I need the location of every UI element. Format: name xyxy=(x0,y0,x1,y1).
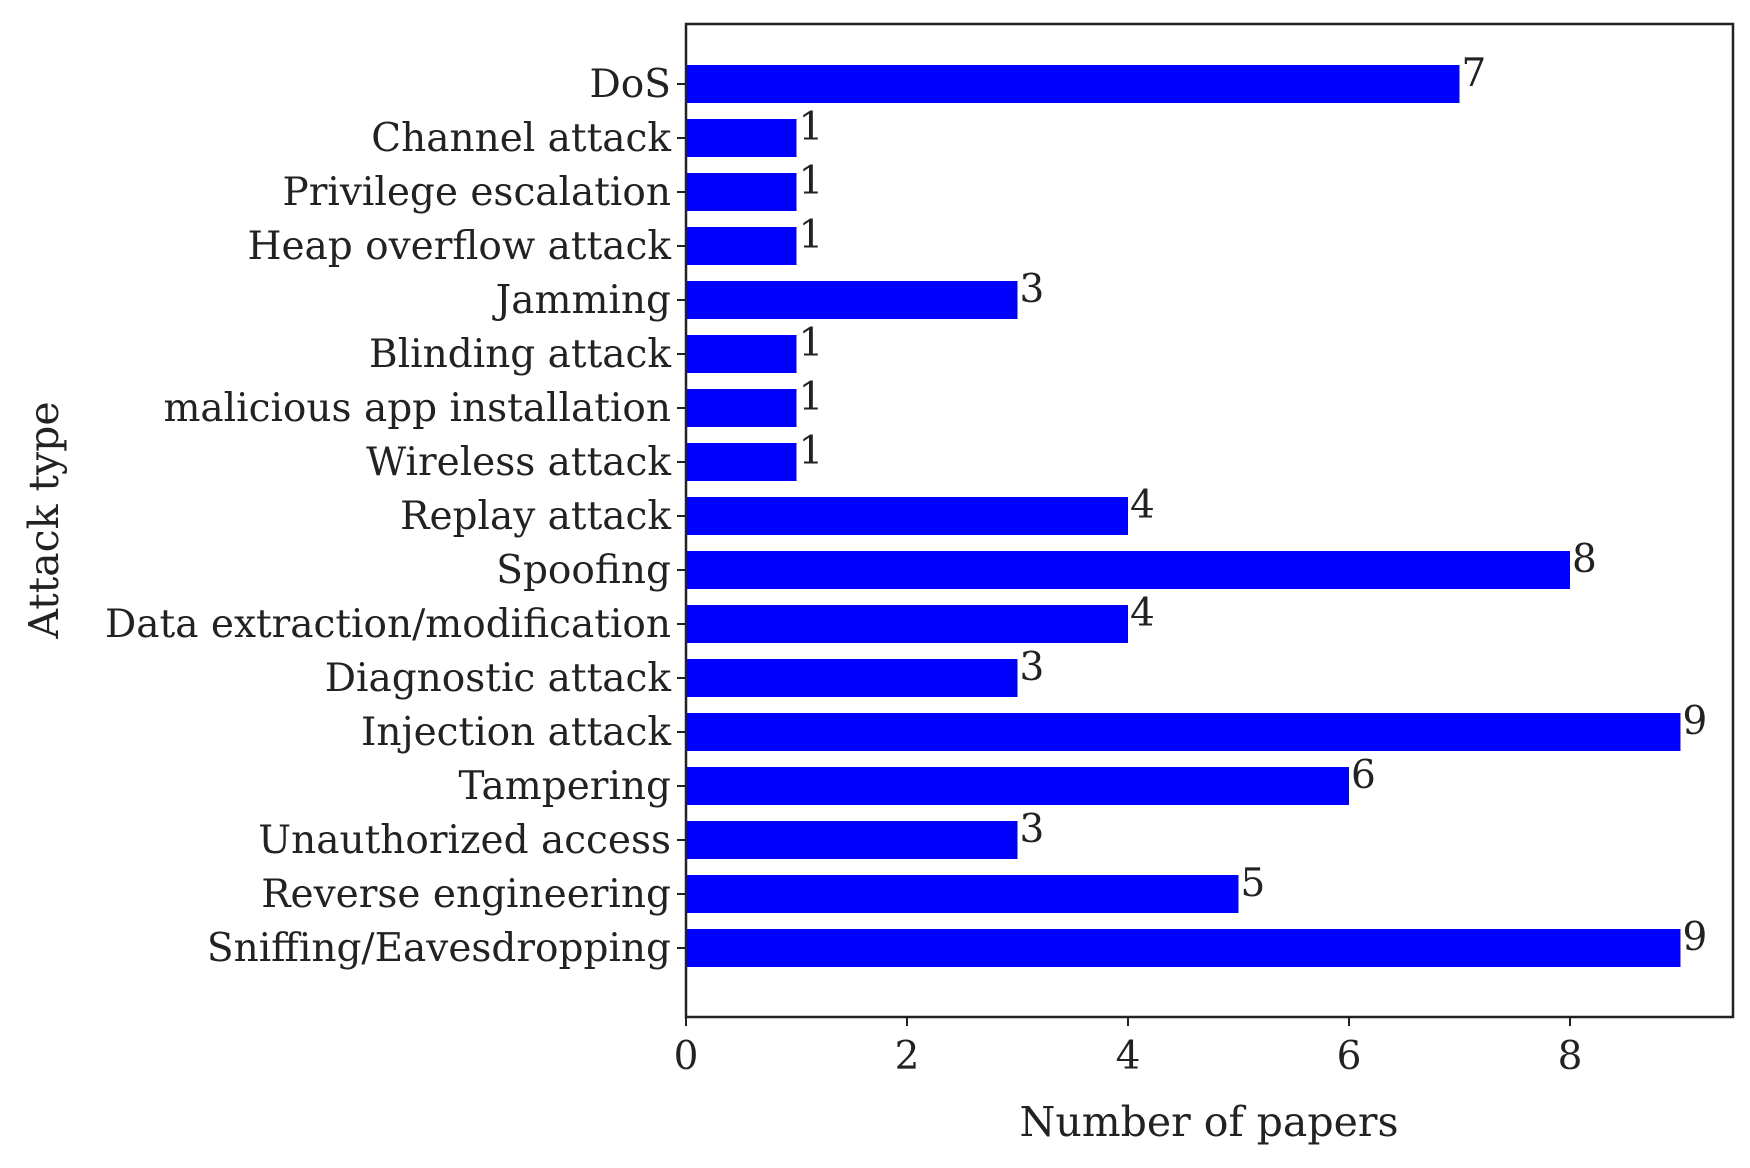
category-label: Injection attack xyxy=(361,710,671,755)
bar xyxy=(686,173,797,211)
category-label: Jamming xyxy=(492,278,671,323)
data-label: 1 xyxy=(799,213,824,258)
data-label: 7 xyxy=(1462,51,1487,96)
bar xyxy=(686,767,1349,805)
plot-frame xyxy=(684,22,1735,1019)
data-label: 9 xyxy=(1683,699,1708,744)
bar xyxy=(686,281,1018,319)
category-label: Data extraction/modification xyxy=(105,602,671,647)
category-label: Wireless attack xyxy=(366,440,671,485)
category-label: malicious app installation xyxy=(163,386,671,431)
category-label: Blinding attack xyxy=(369,332,671,377)
category-label: Reverse engineering xyxy=(261,872,671,917)
bar xyxy=(686,929,1681,967)
data-label: 8 xyxy=(1572,537,1597,582)
bar xyxy=(686,497,1128,535)
data-label: 9 xyxy=(1683,915,1708,960)
bar xyxy=(686,875,1239,913)
category-label: Tampering xyxy=(459,764,671,809)
data-label: 1 xyxy=(799,321,824,366)
data-label: 1 xyxy=(799,375,824,420)
data-label: 1 xyxy=(799,429,824,474)
y-axis: DoS Channel attack Privilege escalation Hea… xyxy=(105,62,686,971)
x-axis: 0 2 4 6 8 xyxy=(674,1017,1583,1079)
data-label: 1 xyxy=(799,105,824,150)
data-label: 6 xyxy=(1351,753,1376,798)
x-axis-title: Number of papers xyxy=(1019,1098,1398,1146)
bar xyxy=(686,551,1570,589)
data-label: 1 xyxy=(799,159,824,204)
data-label: 3 xyxy=(1020,267,1045,312)
bar xyxy=(686,65,1460,103)
data-label: 4 xyxy=(1130,591,1155,636)
bar xyxy=(686,227,797,265)
bar xyxy=(686,389,797,427)
data-label: 5 xyxy=(1241,861,1266,906)
bars-layer xyxy=(686,65,1681,967)
value-labels: 7 1 1 1 3 1 1 1 4 8 4 3 9 6 3 5 9 xyxy=(799,51,1708,960)
bar xyxy=(686,713,1681,751)
category-label: Spoofing xyxy=(496,548,671,593)
category-label: Sniffing/Eavesdropping xyxy=(207,926,671,971)
x-tick-label: 6 xyxy=(1337,1034,1362,1079)
bar xyxy=(686,443,797,481)
x-tick-label: 2 xyxy=(895,1034,920,1079)
bar xyxy=(686,605,1128,643)
data-label: 3 xyxy=(1020,807,1045,852)
x-tick-label: 8 xyxy=(1558,1034,1583,1079)
category-label: Channel attack xyxy=(371,116,671,161)
y-axis-title: Attack type xyxy=(20,401,68,639)
bar xyxy=(686,119,797,157)
bar xyxy=(686,659,1018,697)
category-label: DoS xyxy=(590,62,671,107)
category-label: Privilege escalation xyxy=(282,170,671,215)
bar xyxy=(686,821,1018,859)
bar xyxy=(686,335,797,373)
category-label: Unauthorized access xyxy=(258,818,671,863)
x-tick-label: 0 xyxy=(674,1034,699,1079)
x-tick-label: 4 xyxy=(1116,1034,1141,1079)
data-label: 4 xyxy=(1130,483,1155,528)
category-label: Diagnostic attack xyxy=(325,656,672,701)
category-label: Heap overflow attack xyxy=(247,224,671,269)
data-label: 3 xyxy=(1020,645,1045,690)
category-label: Replay attack xyxy=(400,494,671,539)
